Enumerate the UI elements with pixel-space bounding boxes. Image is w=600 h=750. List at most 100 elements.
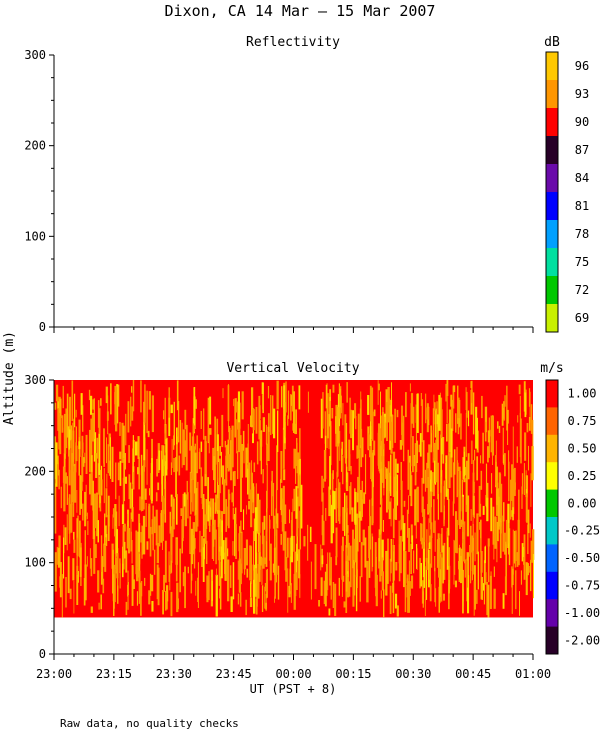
velocity-heatmap-streak (66, 393, 69, 438)
velocity-heatmap-streak (54, 402, 57, 410)
velocity-heatmap-streak (392, 545, 395, 581)
velocity-heatmap-streak (144, 577, 146, 586)
velocity-heatmap-streak (297, 459, 299, 489)
velocity-heatmap-streak (274, 515, 276, 553)
velocity-heatmap-streak (151, 458, 153, 501)
velocity-heatmap-streak (345, 495, 348, 513)
velocity-heatmap-streak (455, 511, 458, 553)
velocity-heatmap-streak (342, 403, 344, 426)
velocity-heatmap-streak (490, 497, 493, 532)
velocity-heatmap-streak (68, 494, 71, 534)
velocity-heatmap-streak (496, 521, 499, 542)
velocity-heatmap-streak (97, 570, 100, 593)
velocity-heatmap-streak (209, 428, 212, 435)
velocity-heatmap-streak (61, 574, 63, 618)
velocity-heatmap-streak (138, 570, 141, 604)
velocity-heatmap-streak (434, 408, 436, 438)
velocity-heatmap-streak (410, 434, 412, 467)
velocity-heatmap-streak (70, 470, 73, 505)
velocity-heatmap-streak (480, 470, 483, 490)
velocity-heatmap-streak (330, 504, 333, 544)
velocity-heatmap-streak (409, 383, 411, 392)
velocity-heatmap-streak (471, 380, 473, 403)
velocity-heatmap-streak (215, 574, 218, 617)
velocity-heatmap-streak (221, 520, 223, 540)
velocity-heatmap-streak (414, 489, 416, 526)
velocity-heatmap-streak (190, 528, 194, 565)
velocity-heatmap-streak (511, 510, 513, 517)
velocity-heatmap-streak (320, 398, 323, 439)
velocity-heatmap-streak (90, 606, 93, 613)
velocity-heatmap-streak (132, 435, 134, 473)
velocity-heatmap-streak (198, 451, 201, 469)
velocity-heatmap-streak (127, 401, 130, 433)
velocity-heatmap-streak (254, 507, 258, 532)
velocity-heatmap-streak (339, 388, 342, 408)
velocity-heatmap-streak (122, 477, 125, 505)
velocity-heatmap-streak (400, 462, 402, 490)
velocity-heatmap-streak (494, 516, 496, 531)
velocity-heatmap-streak (246, 568, 249, 578)
velocity-heatmap-streak (486, 497, 489, 522)
velocity-heatmap-streak (419, 563, 422, 587)
velocity-heatmap-streak (517, 415, 519, 423)
velocity-heatmap-streak (360, 399, 362, 446)
velocity-heatmap-streak (409, 456, 411, 496)
velocity-heatmap-streak (440, 533, 442, 555)
velocity-heatmap-streak (214, 502, 217, 514)
velocity-heatmap-streak (521, 543, 524, 562)
velocity-heatmap-streak (189, 432, 192, 451)
velocity-heatmap-streak (421, 477, 423, 513)
velocity-heatmap-streak (122, 429, 123, 454)
velocity-heatmap-streak (465, 412, 467, 457)
velocity-heatmap-streak (107, 444, 110, 474)
velocity-heatmap-streak (414, 443, 417, 486)
velocity-heatmap-streak (241, 444, 243, 478)
velocity-heatmap-streak (110, 437, 111, 479)
velocity-heatmap-streak (412, 406, 415, 428)
velocity-heatmap-streak (252, 564, 255, 580)
velocity-heatmap-streak (207, 400, 209, 442)
velocity-heatmap-streak (119, 460, 122, 486)
velocity-heatmap-streak (190, 445, 192, 481)
velocity-heatmap-streak (389, 416, 392, 441)
velocity-heatmap-streak (225, 499, 227, 532)
velocity-heatmap-streak (170, 462, 172, 475)
y-tick-label: 0 (39, 320, 46, 334)
velocity-heatmap-streak (458, 489, 460, 526)
velocity-heatmap-streak (63, 537, 65, 579)
velocity-heatmap-streak (220, 537, 223, 579)
velocity-heatmap-streak (456, 446, 458, 464)
velocity-heatmap-streak (289, 568, 291, 594)
velocity-heatmap-streak (507, 419, 509, 445)
velocity-heatmap-streak (335, 488, 338, 523)
x-tick-label: 01:00 (515, 667, 551, 681)
velocity-heatmap-streak (443, 511, 445, 524)
velocity-heatmap-streak (324, 571, 327, 607)
velocity-heatmap-streak (383, 520, 384, 532)
velocity-axes: 0 100 200 300 (24, 373, 534, 661)
velocity-heatmap-streak (448, 547, 450, 592)
velocity-heatmap-streak (68, 426, 71, 457)
velocity-heatmap-streak (127, 570, 129, 610)
velocity-heatmap-streak (462, 589, 464, 602)
velocity-heatmap-streak (323, 580, 326, 604)
velocity-heatmap-streak (381, 571, 384, 591)
velocity-heatmap-streak (474, 495, 475, 519)
velocity-heatmap-streak (284, 437, 286, 450)
velocity-heatmap-streak (523, 463, 525, 495)
velocity-heatmap-streak (268, 413, 270, 432)
velocity-heatmap-streak (428, 535, 431, 543)
velocity-heatmap-streak (360, 542, 363, 578)
velocity-heatmap-streak (161, 459, 164, 502)
velocity-heatmap-streak (430, 425, 432, 453)
velocity-heatmap-streak (212, 498, 215, 531)
velocity-heatmap-streak (100, 535, 103, 572)
velocity-heatmap-streak (277, 410, 279, 452)
velocity-heatmap-streak (294, 551, 297, 597)
velocity-heatmap-streak (248, 462, 251, 500)
y-tick-label: 0 (39, 647, 46, 661)
velocity-heatmap-streak (322, 492, 324, 529)
velocity-heatmap-streak (194, 443, 196, 450)
velocity-heatmap-streak (493, 588, 496, 609)
